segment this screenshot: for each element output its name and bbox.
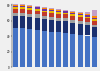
Bar xyxy=(85,22,90,25)
Bar xyxy=(56,11,61,12)
Bar xyxy=(78,24,83,35)
Bar xyxy=(35,14,40,18)
Bar xyxy=(56,21,61,32)
Bar xyxy=(70,34,75,67)
Bar xyxy=(92,16,97,18)
Bar xyxy=(92,10,97,16)
Bar xyxy=(20,16,25,28)
Bar xyxy=(56,10,61,11)
Bar xyxy=(13,9,18,13)
Bar xyxy=(20,13,25,16)
Bar xyxy=(27,10,32,14)
Bar xyxy=(78,13,83,14)
Bar xyxy=(56,14,61,18)
Bar xyxy=(42,8,47,9)
Bar xyxy=(56,32,61,67)
Bar xyxy=(13,5,18,6)
Bar xyxy=(92,27,97,37)
Bar xyxy=(27,14,32,17)
Bar xyxy=(20,9,25,13)
Bar xyxy=(42,12,47,16)
Bar xyxy=(85,15,90,17)
Bar xyxy=(13,7,18,9)
Bar xyxy=(27,7,32,8)
Bar xyxy=(20,5,25,6)
Bar xyxy=(78,14,83,15)
Bar xyxy=(13,16,18,28)
Bar xyxy=(56,12,61,14)
Bar xyxy=(70,13,75,14)
Bar xyxy=(63,11,68,13)
Bar xyxy=(49,20,54,32)
Bar xyxy=(35,30,40,67)
Bar xyxy=(85,14,90,15)
Bar xyxy=(35,9,40,11)
Bar xyxy=(63,14,68,18)
Bar xyxy=(49,10,54,11)
Bar xyxy=(42,9,47,11)
Bar xyxy=(13,4,18,5)
Bar xyxy=(70,16,75,20)
Bar xyxy=(49,9,54,10)
Bar xyxy=(49,13,54,17)
Bar xyxy=(63,21,68,33)
Bar xyxy=(42,16,47,19)
Bar xyxy=(35,7,40,9)
Bar xyxy=(49,32,54,67)
Bar xyxy=(27,8,32,10)
Bar xyxy=(70,11,75,12)
Bar xyxy=(35,18,40,30)
Bar xyxy=(92,18,97,19)
Bar xyxy=(42,31,47,67)
Bar xyxy=(42,7,47,8)
Bar xyxy=(27,17,32,29)
Bar xyxy=(63,18,68,21)
Bar xyxy=(78,15,83,17)
Bar xyxy=(85,25,90,36)
Bar xyxy=(42,19,47,31)
Bar xyxy=(63,33,68,67)
Bar xyxy=(27,29,32,67)
Bar xyxy=(20,4,25,5)
Bar xyxy=(27,6,32,7)
Bar xyxy=(70,23,75,34)
Bar xyxy=(85,12,90,14)
Bar xyxy=(13,28,18,67)
Bar xyxy=(63,13,68,14)
Bar xyxy=(27,5,32,6)
Bar xyxy=(56,9,61,10)
Bar xyxy=(92,37,97,67)
Bar xyxy=(20,28,25,67)
Bar xyxy=(35,11,40,14)
Bar xyxy=(78,35,83,67)
Bar xyxy=(85,17,90,18)
Bar xyxy=(20,7,25,9)
Bar xyxy=(63,10,68,11)
Bar xyxy=(13,13,18,16)
Bar xyxy=(92,21,97,25)
Bar xyxy=(78,21,83,24)
Bar xyxy=(35,6,40,7)
Bar xyxy=(42,11,47,12)
Bar xyxy=(85,18,90,22)
Bar xyxy=(70,20,75,23)
Bar xyxy=(78,12,83,13)
Bar xyxy=(92,25,97,27)
Bar xyxy=(13,6,18,7)
Bar xyxy=(92,19,97,21)
Bar xyxy=(49,8,54,9)
Bar xyxy=(70,14,75,16)
Bar xyxy=(49,11,54,13)
Bar xyxy=(49,17,54,20)
Bar xyxy=(20,6,25,7)
Bar xyxy=(70,12,75,13)
Bar xyxy=(56,18,61,21)
Bar xyxy=(78,17,83,21)
Bar xyxy=(85,36,90,67)
